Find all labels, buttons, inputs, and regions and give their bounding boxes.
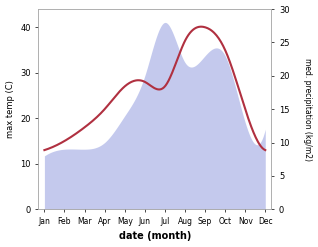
Y-axis label: med. precipitation (kg/m2): med. precipitation (kg/m2) [303,58,313,161]
X-axis label: date (month): date (month) [119,231,191,242]
Y-axis label: max temp (C): max temp (C) [5,80,15,138]
